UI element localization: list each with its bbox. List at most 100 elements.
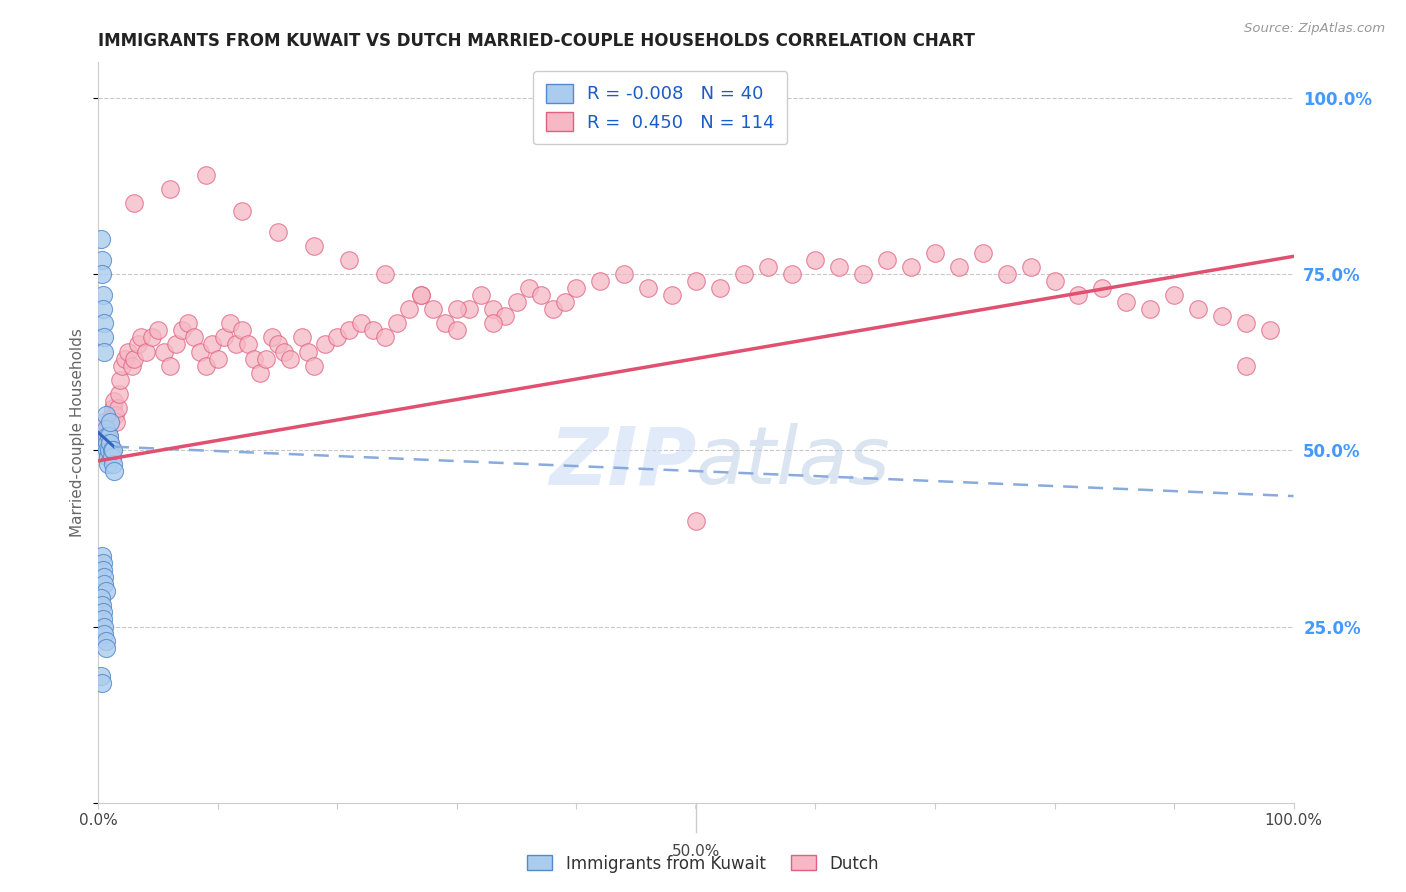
Point [93, 626, 115, 640]
Point [104, 408, 127, 422]
Point [94, 429, 117, 443]
Point [1043, 274, 1066, 288]
Point [302, 239, 325, 253]
Point [131, 330, 153, 344]
Point [91, 606, 114, 620]
Point [100, 450, 122, 465]
Point [91, 267, 114, 281]
Point [108, 373, 131, 387]
Point [267, 225, 290, 239]
Point [613, 267, 636, 281]
Point [97, 422, 120, 436]
Text: ZIP: ZIP [548, 423, 696, 501]
Point [517, 281, 540, 295]
Point [103, 393, 125, 408]
Point [98, 443, 121, 458]
Point [780, 267, 803, 281]
Point [326, 330, 349, 344]
Point [91, 288, 114, 302]
Point [530, 288, 553, 302]
Point [101, 458, 124, 472]
Point [98, 415, 122, 429]
Point [97, 458, 120, 472]
Point [94, 408, 117, 422]
Point [267, 337, 290, 351]
Point [91, 599, 114, 613]
Point [422, 302, 444, 317]
Point [93, 316, 115, 330]
Point [804, 252, 827, 267]
Point [93, 619, 115, 633]
Point [637, 281, 659, 295]
Point [207, 351, 229, 366]
Point [1234, 359, 1257, 373]
Point [481, 302, 505, 317]
Point [93, 415, 115, 429]
Point [1258, 323, 1281, 337]
Point [1115, 295, 1137, 310]
Legend: R = -0.008   N = 40, R =  0.450   N = 114: R = -0.008 N = 40, R = 0.450 N = 114 [533, 71, 787, 145]
Point [506, 295, 529, 310]
Legend: Immigrants from Kuwait, Dutch: Immigrants from Kuwait, Dutch [520, 848, 886, 880]
Point [94, 640, 117, 655]
Point [589, 274, 612, 288]
Point [339, 252, 361, 267]
Point [852, 267, 875, 281]
Point [398, 302, 420, 317]
Point [141, 330, 163, 344]
Point [124, 351, 146, 366]
Point [96, 443, 118, 458]
Point [1163, 288, 1185, 302]
Point [101, 401, 124, 415]
Point [90, 669, 112, 683]
Text: atlas: atlas [696, 423, 891, 501]
Point [948, 260, 970, 274]
Point [291, 330, 314, 344]
Point [94, 633, 117, 648]
Point [98, 429, 121, 443]
Point [411, 288, 433, 302]
Point [91, 612, 114, 626]
Point [100, 408, 122, 422]
Point [96, 429, 118, 443]
Point [554, 295, 576, 310]
Point [470, 288, 492, 302]
Point [1019, 260, 1042, 274]
Point [91, 302, 114, 317]
Point [93, 344, 115, 359]
Point [177, 316, 200, 330]
Point [995, 267, 1018, 281]
Point [98, 429, 121, 443]
Text: 50.0%: 50.0% [672, 844, 720, 858]
Point [90, 232, 112, 246]
Point [1187, 302, 1209, 317]
Point [165, 337, 187, 351]
Point [481, 316, 505, 330]
Point [91, 556, 114, 570]
Point [446, 323, 468, 337]
Point [159, 359, 181, 373]
Point [94, 422, 117, 436]
Point [153, 344, 176, 359]
Point [685, 274, 707, 288]
Point [98, 415, 122, 429]
Text: IMMIGRANTS FROM KUWAIT VS DUTCH MARRIED-COUPLE HOUSEHOLDS CORRELATION CHART: IMMIGRANTS FROM KUWAIT VS DUTCH MARRIED-… [98, 32, 976, 50]
Point [1139, 302, 1161, 317]
Point [709, 281, 731, 295]
Point [363, 323, 385, 337]
Point [114, 351, 136, 366]
Point [494, 310, 516, 324]
Point [100, 443, 122, 458]
Point [374, 330, 396, 344]
Point [103, 464, 125, 478]
Point [195, 168, 218, 182]
Point [278, 351, 301, 366]
Point [195, 359, 218, 373]
Point [90, 591, 112, 606]
Point [91, 549, 114, 563]
Point [661, 288, 683, 302]
Point [219, 316, 242, 330]
Point [900, 260, 922, 274]
Point [188, 344, 211, 359]
Point [315, 337, 337, 351]
